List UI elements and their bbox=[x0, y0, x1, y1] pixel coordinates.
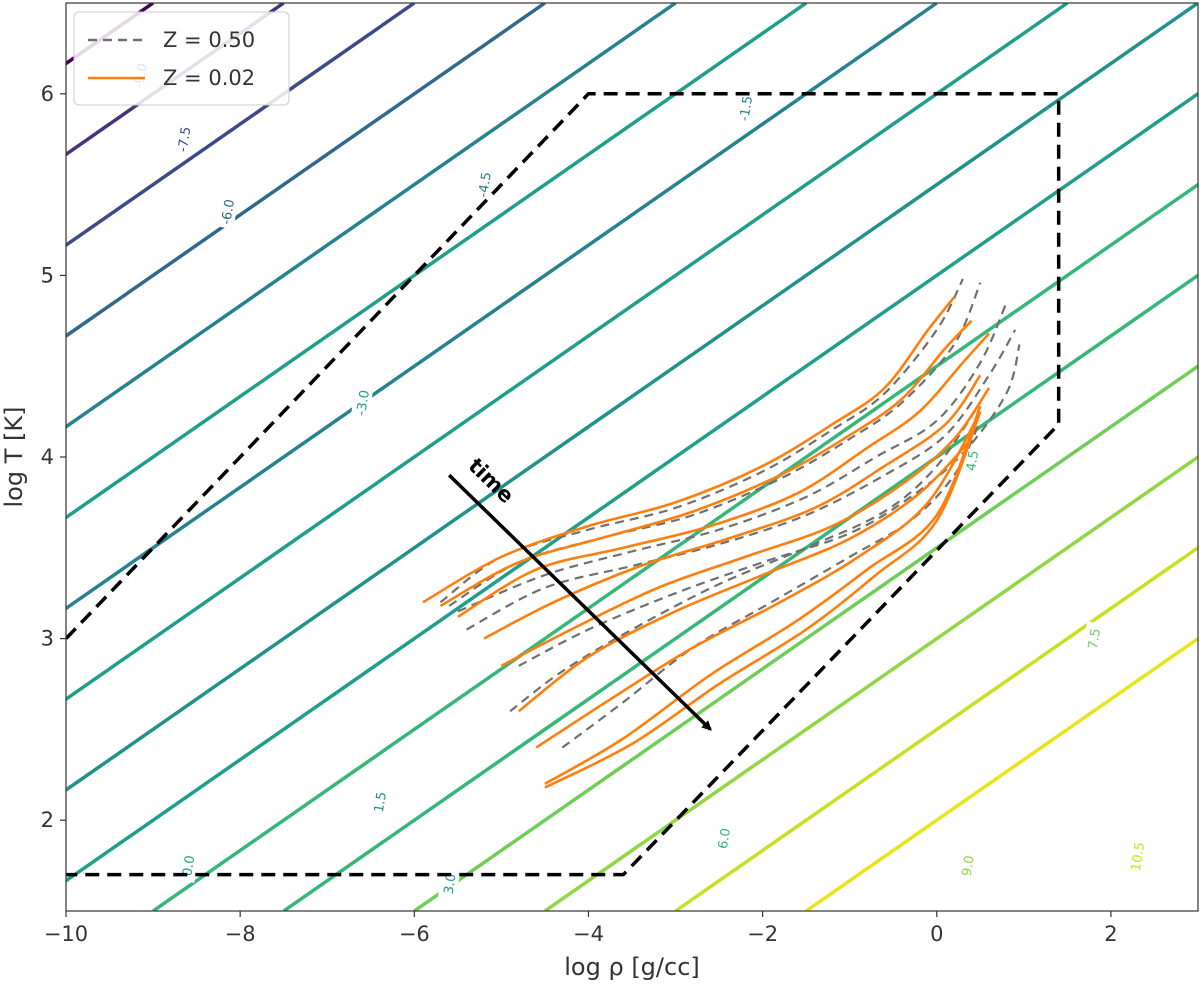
x-tick-label: −4 bbox=[573, 922, 604, 946]
contour-line bbox=[66, 3, 808, 520]
legend-label-z050: Z = 0.50 bbox=[163, 28, 255, 52]
contour-line bbox=[66, 91, 1198, 883]
contour-line bbox=[805, 636, 1198, 911]
contour-line bbox=[674, 545, 1198, 911]
contour-label-text: -1.5 bbox=[737, 95, 756, 122]
x-tick-label: −8 bbox=[225, 922, 256, 946]
contour-label-bg bbox=[215, 194, 239, 230]
curve-z002 bbox=[517, 437, 973, 713]
contour-label-text: 0.0 bbox=[180, 854, 198, 877]
contour-label: -7.5 bbox=[172, 121, 195, 157]
x-axis-title: log ρ [g/cc] bbox=[564, 953, 700, 981]
contour-label: 6.0 bbox=[712, 821, 735, 856]
contour-label-text: 9.0 bbox=[960, 854, 978, 877]
contour-label: 3.0 bbox=[437, 866, 461, 901]
contour-label-bg bbox=[1082, 621, 1105, 656]
contour-line bbox=[66, 3, 546, 339]
contour-line bbox=[66, 3, 677, 429]
contour-label-text: 4.5 bbox=[964, 449, 982, 472]
contour-label-text: 6.0 bbox=[716, 827, 734, 850]
contour-label-text: -6.0 bbox=[219, 198, 238, 225]
contour-label: 10.5 bbox=[1125, 839, 1149, 874]
contour-label-text: -7.5 bbox=[176, 126, 195, 153]
contour-label: 7.5 bbox=[1082, 621, 1105, 656]
x-tick-label: −6 bbox=[399, 922, 430, 946]
curve-z050 bbox=[466, 329, 1017, 631]
curve-z002 bbox=[439, 319, 973, 608]
legend: Z = 0.50 Z = 0.02 bbox=[73, 11, 290, 106]
boundary-region bbox=[66, 92, 1061, 877]
x-tick-label: −10 bbox=[44, 922, 88, 946]
y-tick-label: 5 bbox=[41, 263, 54, 287]
y-tick-label: 3 bbox=[41, 627, 54, 651]
contour-label-bg bbox=[368, 784, 391, 820]
x-tick-label: 2 bbox=[1104, 922, 1117, 946]
contour-label-bg bbox=[172, 121, 195, 157]
boundary-line bbox=[66, 92, 1061, 877]
contour-label-text: -4.5 bbox=[476, 171, 495, 198]
contour-label: 0.0 bbox=[176, 848, 200, 883]
curve-z002 bbox=[500, 387, 991, 667]
curve-z002 bbox=[544, 411, 982, 789]
contour-line bbox=[413, 364, 1198, 911]
contour-label-text: 1.5 bbox=[372, 791, 390, 814]
contour-label: 9.0 bbox=[955, 848, 979, 883]
curve-z002 bbox=[457, 332, 990, 618]
contour-label-text: -3.0 bbox=[354, 389, 373, 416]
curve-z050 bbox=[509, 401, 982, 713]
curve-z002 bbox=[535, 410, 982, 749]
x-tick-label: −2 bbox=[747, 922, 778, 946]
contour-label-text: 3.0 bbox=[442, 873, 460, 896]
plot-frame bbox=[65, 2, 1199, 912]
contour-label-bg bbox=[1125, 839, 1149, 874]
contour-label: -3.0 bbox=[350, 385, 374, 420]
legend-box bbox=[73, 11, 290, 106]
contour-label: 1.5 bbox=[368, 784, 391, 820]
contour-label: -4.5 bbox=[472, 167, 496, 202]
time-arrow bbox=[447, 473, 712, 731]
contour-line bbox=[66, 3, 938, 611]
contour-label-text: 10.5 bbox=[1129, 841, 1148, 872]
y-tick-label: 2 bbox=[41, 808, 54, 832]
y-axis-title: log T [K] bbox=[0, 407, 28, 508]
contour-label-bg bbox=[733, 91, 757, 126]
legend-label-z002: Z = 0.02 bbox=[163, 66, 255, 90]
contour-label: -1.5 bbox=[733, 91, 757, 126]
y-tick-label: 6 bbox=[41, 82, 54, 106]
contour-label-bg bbox=[955, 848, 979, 883]
axes: −10 −8 −6 −4 −2 0 2 2 3 4 5 6 bbox=[41, 82, 1118, 946]
contour-line bbox=[66, 3, 1069, 702]
contour-line bbox=[543, 454, 1198, 911]
curve-z002 bbox=[544, 405, 982, 786]
x-tick-label: 0 bbox=[930, 922, 943, 946]
curve-z002 bbox=[422, 296, 956, 604]
contour-label: -6.0 bbox=[215, 194, 239, 230]
profile-curves bbox=[422, 278, 1021, 789]
contour-label-bg bbox=[712, 821, 735, 856]
contour-line bbox=[66, 3, 416, 248]
contour-label-bg bbox=[472, 167, 496, 202]
y-tick-label: 4 bbox=[41, 445, 54, 469]
curve-z050 bbox=[518, 344, 1021, 667]
contour-label-bg bbox=[350, 385, 374, 420]
contour-line bbox=[66, 3, 1198, 793]
contour-line bbox=[152, 182, 1198, 911]
curve-z002 bbox=[483, 374, 982, 640]
contour-label-text: 7.5 bbox=[1086, 627, 1104, 650]
